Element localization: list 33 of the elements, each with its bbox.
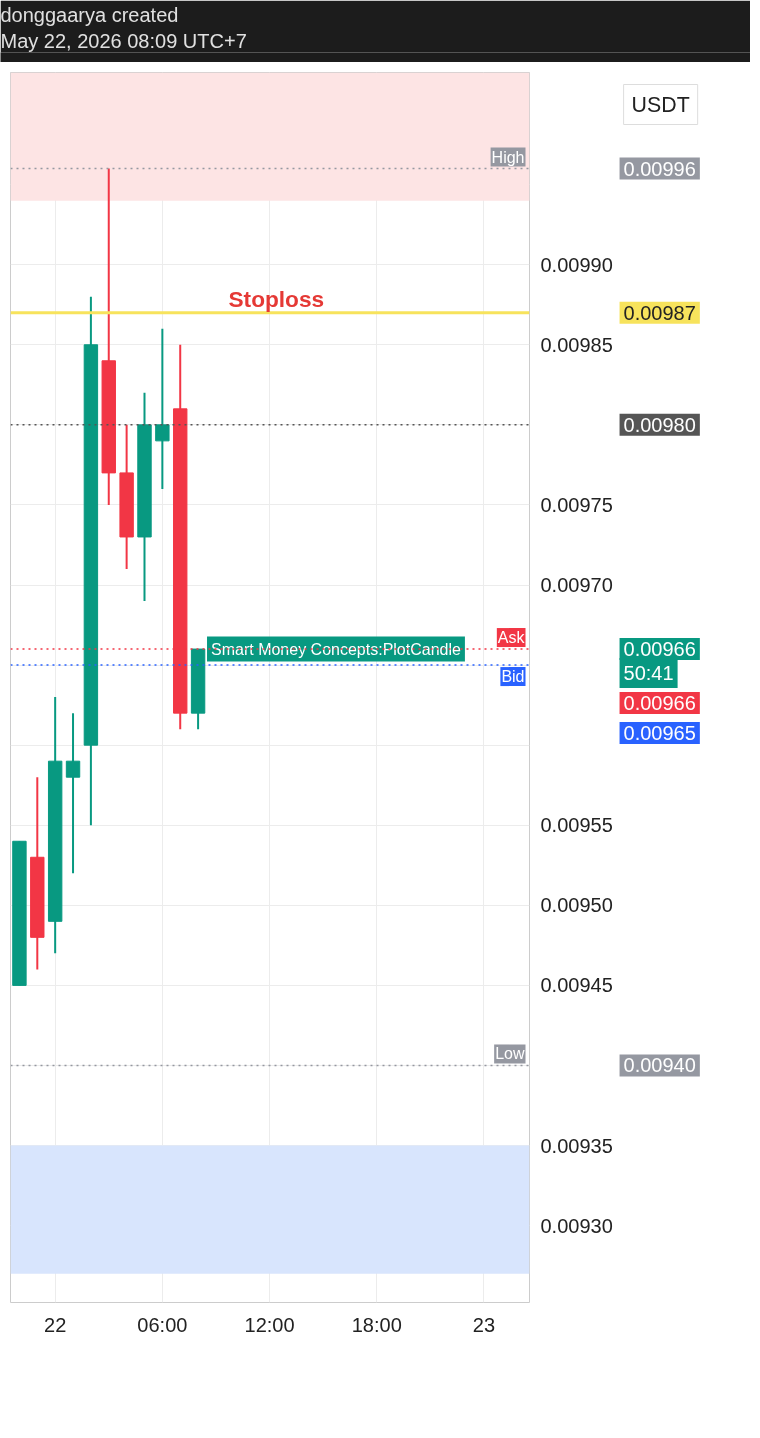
text: 0.00966 bbox=[623, 638, 696, 661]
text: 0.00966 bbox=[623, 692, 696, 715]
y-tick-label: 0.00970 bbox=[540, 574, 613, 596]
chart-title: donggaarya created bbox=[0, 3, 179, 26]
text: 0.00940 bbox=[623, 1054, 696, 1077]
x-tick-label: 22 bbox=[44, 1313, 67, 1336]
ref-line-label: Bid bbox=[501, 668, 525, 686]
y-tick-label: 0.00985 bbox=[540, 333, 613, 356]
x-tick-label: 18:00 bbox=[351, 1313, 402, 1336]
text: 0.00996 bbox=[623, 157, 696, 180]
ref-line-label: Stoploss bbox=[228, 285, 325, 312]
y-tick-label: 0.00935 bbox=[540, 1134, 613, 1157]
y-tick-label: 0.00950 bbox=[540, 894, 613, 917]
y-tick-label: 0.00930 bbox=[540, 1214, 613, 1237]
text: 0.00987 bbox=[623, 301, 696, 324]
x-tick-label: 12:00 bbox=[244, 1313, 295, 1336]
text: 0.00965 bbox=[623, 722, 696, 745]
text: 50:41 bbox=[623, 662, 674, 685]
y-tick-label: 0.00955 bbox=[540, 814, 613, 837]
candlestick bbox=[65, 712, 81, 875]
y-tick-label: 0.00975 bbox=[540, 493, 613, 516]
y-tick-label: 0.00990 bbox=[540, 253, 613, 276]
x-tick-label: 23 bbox=[472, 1313, 496, 1336]
ref-line-label: Low bbox=[495, 1045, 525, 1063]
annotation: Smart Money Concepts:PlotCandle bbox=[211, 640, 462, 658]
ref-line-label: Ask bbox=[497, 629, 526, 647]
text: 0.00980 bbox=[623, 413, 696, 436]
x-tick-label: 06:00 bbox=[137, 1313, 188, 1336]
chart-subtitle: May 22, 2026 08:09 UTC+7 bbox=[0, 29, 247, 52]
ref-line-label: High bbox=[491, 148, 525, 166]
text: USDT bbox=[631, 92, 690, 117]
candlestick bbox=[155, 327, 170, 490]
y-tick-label: 0.00945 bbox=[540, 974, 613, 997]
